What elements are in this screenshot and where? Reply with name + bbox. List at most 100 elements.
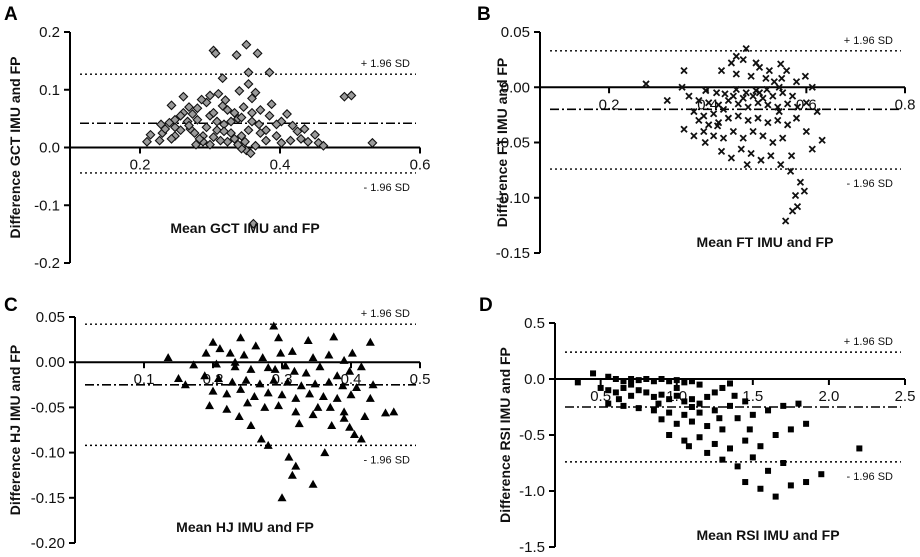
data-point (180, 380, 190, 389)
data-point (327, 420, 337, 429)
data-point (271, 130, 282, 141)
data-point (217, 73, 228, 84)
data-point (308, 479, 318, 488)
data-point (308, 353, 318, 362)
data-point (245, 148, 256, 159)
x-tick-label: 0.2 (130, 157, 151, 174)
data-point (211, 359, 221, 368)
data-point (781, 217, 790, 225)
data-point (205, 90, 215, 101)
data-point (219, 126, 229, 137)
data-point (719, 384, 726, 391)
data-point (315, 362, 325, 371)
data-point (263, 440, 273, 449)
data-point (658, 416, 665, 423)
data-point (277, 493, 287, 502)
data-point (289, 366, 299, 375)
data-point (666, 378, 673, 385)
y-tick-label: -0.05 (496, 135, 530, 152)
data-point (356, 434, 366, 443)
data-point (690, 132, 698, 140)
data-point (737, 145, 745, 153)
data-point (313, 402, 323, 411)
lower-sd-label: - 1.96 SD (847, 471, 894, 483)
data-point (712, 89, 721, 97)
data-point (240, 136, 250, 147)
data-point (705, 121, 713, 129)
data-point (612, 389, 619, 396)
data-point (255, 128, 266, 139)
data-point (285, 135, 296, 146)
data-point (732, 70, 740, 78)
data-point (757, 485, 764, 492)
data-point (732, 52, 740, 60)
y-tick-label: 0.00 (501, 79, 530, 96)
data-point (229, 133, 240, 144)
data-point (276, 137, 287, 148)
data-point (792, 78, 801, 86)
data-point (255, 379, 265, 388)
data-point (142, 136, 152, 147)
y-tick-label: 0.5 (524, 315, 545, 332)
data-point (775, 83, 783, 91)
data-point (246, 364, 256, 373)
panel-letter: A (4, 4, 18, 25)
data-point (166, 133, 177, 144)
data-point (620, 384, 627, 391)
panel-letter: D (479, 295, 493, 316)
data-point (704, 393, 711, 400)
data-point (681, 398, 688, 405)
data-point (643, 376, 650, 382)
data-point (303, 136, 313, 147)
data-point (749, 411, 756, 418)
y-tick-label: -0.5 (519, 427, 545, 444)
data-point (739, 134, 747, 142)
data-point (791, 191, 800, 200)
data-point (222, 389, 232, 398)
data-point (777, 60, 785, 68)
data-point (194, 133, 205, 144)
data-point (680, 67, 688, 75)
y-tick-label: 0.0 (39, 140, 60, 157)
data-point (739, 94, 747, 102)
data-point (249, 392, 259, 401)
data-point (763, 85, 771, 94)
data-point (205, 139, 215, 150)
data-point (655, 400, 662, 407)
y-axis-title: Difference GCT IMU and FP (7, 56, 23, 238)
data-point (324, 377, 334, 386)
data-point (248, 218, 259, 229)
data-point (196, 94, 207, 105)
data-point (243, 125, 254, 136)
data-point (727, 402, 733, 409)
data-point (724, 114, 733, 122)
data-point (788, 207, 797, 215)
data-point (800, 187, 809, 195)
data-point (762, 74, 770, 83)
data-point (620, 402, 627, 409)
data-point (743, 160, 751, 169)
data-point (597, 384, 604, 391)
data-point (229, 107, 240, 118)
data-point (775, 107, 783, 116)
data-point (803, 479, 810, 486)
data-point (212, 125, 222, 136)
data-point (749, 92, 757, 100)
data-point (299, 124, 310, 134)
data-point (213, 88, 224, 99)
data-point (767, 152, 775, 160)
data-point (241, 375, 251, 384)
data-point (742, 479, 749, 486)
data-point (779, 134, 787, 142)
data-point (643, 389, 650, 396)
data-point (339, 407, 349, 416)
data-point (802, 127, 810, 136)
data-point (803, 420, 810, 427)
data-point (635, 405, 642, 412)
data-point (628, 381, 635, 388)
data-point (681, 411, 688, 418)
data-point (234, 411, 244, 420)
data-point (236, 130, 247, 141)
data-point (365, 393, 375, 402)
data-point (808, 145, 816, 153)
